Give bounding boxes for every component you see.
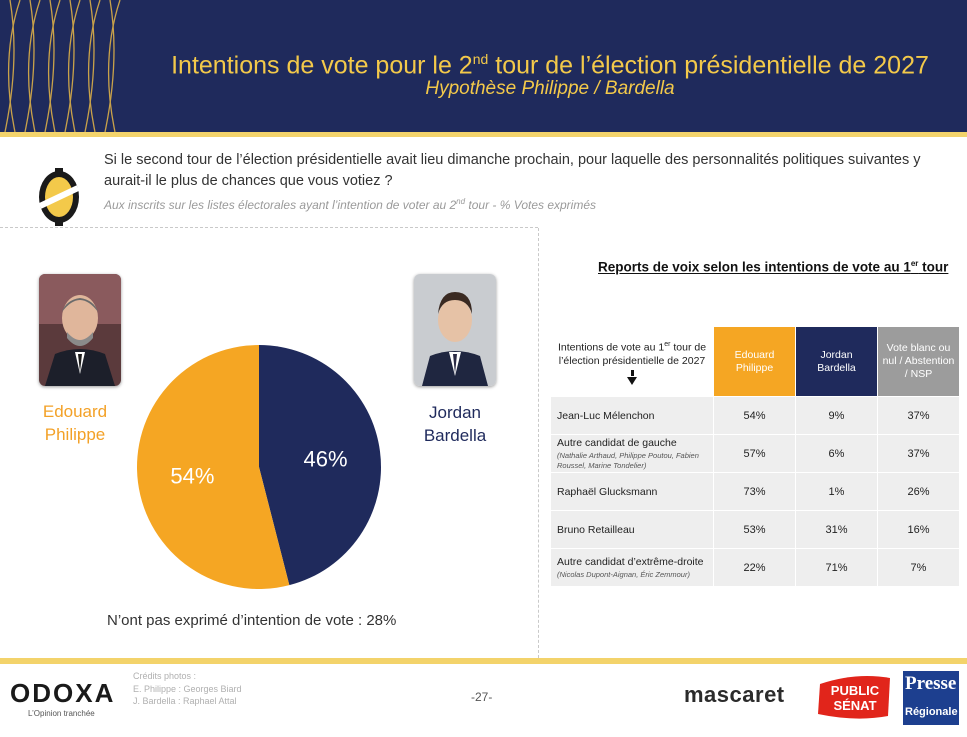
bardella-photo	[414, 274, 496, 386]
no-intent-note: N’ont pas exprimé d’intention de vote : …	[107, 612, 397, 629]
column-blanc: Vote blanc ou nul / Abstention / NSP	[878, 327, 960, 397]
table-cell: 54%	[714, 397, 796, 435]
row-label: Autre candidat d’extrême-droite (Nicolas …	[551, 549, 714, 587]
table-cell: 9%	[796, 397, 878, 435]
table-cell: 16%	[878, 511, 960, 549]
table-cell: 57%	[714, 435, 796, 473]
report-title: Reports de voix selon les intentions de …	[598, 259, 949, 275]
table-row: Autre candidat de gauche (Nathalie Arthau…	[551, 435, 960, 473]
table-cell: 37%	[878, 435, 960, 473]
table-row: Bruno Retailleau 53% 31% 16%	[551, 511, 960, 549]
column-bardella: Jordan Bardella	[796, 327, 878, 397]
philippe-photo	[39, 274, 121, 386]
odoxa-question-icon	[38, 168, 80, 226]
table-cell: 1%	[796, 473, 878, 511]
pie-slice-philippe	[136, 345, 290, 589]
page-subtitle: Hypothèse Philippe / Bardella	[425, 78, 675, 99]
arrow-down-icon	[630, 370, 634, 377]
table-cell: 37%	[878, 397, 960, 435]
svg-text:SÉNAT: SÉNAT	[833, 698, 876, 713]
art-deco-pattern	[4, 0, 121, 132]
row-label: Bruno Retailleau	[551, 511, 714, 549]
table-cell: 22%	[714, 549, 796, 587]
vote-transfer-table: Intentions de vote au 1er tour de l’élec…	[551, 327, 960, 587]
table-cell: 73%	[714, 473, 796, 511]
pie-label-philippe: 54%	[170, 463, 214, 488]
row-label: Autre candidat de gauche (Nathalie Arthau…	[551, 435, 714, 473]
philippe-name: Edouard Philippe	[42, 402, 108, 444]
row-label: Jean-Luc Mélenchon	[551, 397, 714, 435]
row-label: Raphaël Glucksmann	[551, 473, 714, 511]
page-number: -27-	[471, 690, 493, 704]
table-row: Jean-Luc Mélenchon 54% 9% 37%	[551, 397, 960, 435]
svg-text:PUBLIC: PUBLIC	[831, 683, 880, 698]
table-row: Autre candidat d’extrême-droite (Nicolas …	[551, 549, 960, 587]
table-cell: 26%	[878, 473, 960, 511]
question-text: Si le second tour de l’élection présiden…	[104, 152, 921, 189]
page-title: Intentions de vote pour le 2nd tour de l…	[171, 51, 929, 80]
odoxa-logo: ODOXA	[10, 678, 116, 708]
table-cell: 31%	[796, 511, 878, 549]
question-note: Aux inscrits sur les listes électorales …	[104, 197, 597, 212]
header-banner: Intentions de vote pour le 2nd tour de l…	[0, 0, 967, 132]
table-cell: 53%	[714, 511, 796, 549]
presse-regionale-logo: Presse Régionale	[903, 671, 959, 725]
section-divider	[0, 227, 538, 228]
vote-pie-chart: 46% 54%	[136, 345, 381, 589]
table-row-header: Intentions de vote au 1er tour de l’élec…	[551, 327, 714, 397]
column-philippe: Edouard Philippe	[714, 327, 796, 397]
table-cell: 7%	[878, 549, 960, 587]
pie-label-bardella: 46%	[304, 447, 348, 472]
vertical-divider	[538, 228, 539, 658]
mascaret-logo: mascaret	[684, 682, 785, 707]
odoxa-tagline: L’Opinion tranchée	[28, 709, 95, 718]
header-divider	[0, 132, 967, 137]
table-row: Raphaël Glucksmann 73% 1% 26%	[551, 473, 960, 511]
bardella-name: Jordan Bardella	[423, 403, 487, 445]
photo-credits: Crédits photos : E. Philippe : Georges B…	[133, 671, 242, 706]
public-senat-logo: PUBLIC SÉNAT	[818, 676, 890, 719]
table-cell: 71%	[796, 549, 878, 587]
footer-divider	[0, 658, 967, 664]
pie-slice-bardella	[259, 345, 381, 586]
table-cell: 6%	[796, 435, 878, 473]
